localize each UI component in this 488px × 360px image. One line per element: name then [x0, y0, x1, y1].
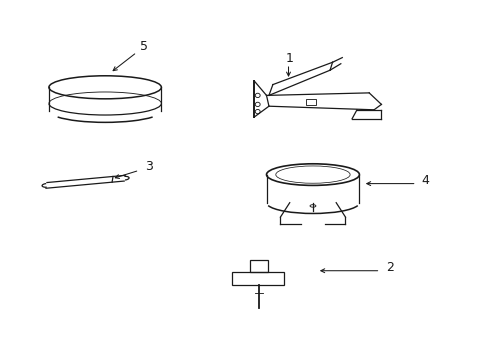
- Text: 4: 4: [421, 174, 428, 186]
- Bar: [250, 260, 267, 272]
- Text: 1: 1: [285, 52, 293, 65]
- Bar: [232, 272, 283, 285]
- Text: 5: 5: [140, 40, 148, 53]
- Text: 3: 3: [145, 160, 153, 173]
- Text: 2: 2: [386, 261, 393, 274]
- Bar: [305, 99, 316, 105]
